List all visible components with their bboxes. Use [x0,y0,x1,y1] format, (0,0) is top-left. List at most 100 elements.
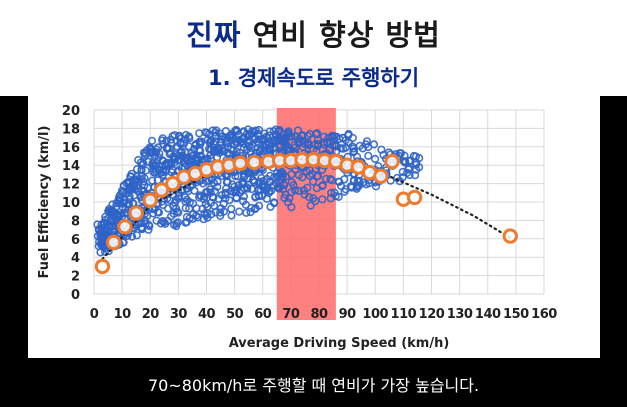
raw-point-684 [247,143,256,153]
raw-point-412 [185,134,194,143]
raw-point-444 [196,146,205,155]
raw-point-607 [228,146,238,155]
raw-point-668 [243,174,252,183]
raw-point-861 [293,126,303,135]
x-tick-label-10: 100 [362,307,388,322]
raw-point-399 [181,193,190,202]
raw-point-269 [154,208,164,217]
x-tick-label-11: 110 [391,307,417,322]
raw-point-812 [278,173,287,182]
raw-point-767 [265,144,274,153]
raw-point-823 [280,180,289,190]
raw-point-175 [132,182,141,191]
raw-point-121 [120,195,129,205]
title-rest: 연비 향상 방법 [252,18,441,52]
raw-point-41 [101,215,110,225]
avg-point-6 [165,175,181,192]
x-axis-label: Average Driving Speed (km/h) [229,336,450,351]
y-tick-label-5: 10 [62,196,80,211]
page-subtitle: 1. 경제속도로 주행하기 [207,66,420,90]
raw-point-568 [225,196,234,205]
x-tick-label-14: 140 [475,307,501,322]
raw-point-989 [349,175,359,185]
raw-point-351 [172,222,181,231]
raw-point-900 [311,196,320,206]
raw-point-95 [112,211,122,220]
raw-point-138 [124,200,133,209]
raw-point-871 [294,171,304,180]
raw-point-913 [318,195,327,204]
raw-point-345 [172,204,181,213]
raw-point-582 [227,204,236,213]
raw-point-882 [303,183,312,192]
raw-point-450 [198,179,208,188]
raw-point-478 [199,195,208,204]
raw-point-701 [251,126,260,135]
fuel-efficiency-chart: 0 2 4 6 8 10 12 14 16 18 20 0 10 20 30 40 50 60 70 80 90 100… [37,104,558,351]
raw-point-966 [340,187,349,196]
raw-point-510 [206,188,215,197]
raw-point-682 [250,178,259,187]
avg-point-27 [406,189,423,206]
x-tick-label-6: 60 [254,307,272,322]
y-axis-label: Fuel Efficiency (km/l) [37,126,52,279]
raw-point-190 [137,160,146,170]
y-tick-label-10: 20 [62,104,80,119]
raw-point-938 [328,141,337,150]
x-tick-label-5: 50 [226,307,244,322]
raw-point-650 [239,127,248,136]
raw-point-870 [298,131,307,141]
raw-point-316 [162,144,171,153]
raw-point-918 [318,180,327,190]
y-tick-label-7: 14 [62,159,80,174]
raw-point-850 [289,180,298,190]
title-accent: 진짜 [186,18,242,52]
raw-point-976 [348,133,357,143]
raw-point-319 [163,216,172,225]
raw-point-847 [287,203,296,212]
raw-point-893 [306,201,315,210]
raw-point-1063 [411,160,421,170]
raw-point-486 [207,210,216,219]
x-tick-label-13: 130 [447,307,473,322]
raw-point-575 [221,137,230,147]
raw-point-859 [290,132,300,141]
x-tick-label-2: 20 [142,307,160,322]
raw-point-1054 [405,170,414,180]
y-tick-label-2: 4 [71,251,80,266]
raw-point-352 [174,208,183,217]
avg-point-24 [373,168,389,184]
raw-point-1059 [411,171,420,180]
raw-point-458 [195,138,204,147]
x-tick-label-12: 120 [419,307,445,322]
raw-point-654 [239,143,248,152]
raw-point-229 [147,136,157,145]
x-tick-label-4: 40 [198,307,216,322]
letterbox-right [600,96,627,358]
raw-point-217 [144,225,153,234]
raw-point-646 [242,208,251,217]
raw-point-524 [213,177,222,186]
y-tick-label-3: 6 [71,233,80,248]
raw-point-845 [286,132,295,141]
raw-point-542 [216,208,225,217]
avg-point-13 [246,154,263,171]
raw-point-919 [319,132,329,141]
raw-point-1046 [398,173,407,182]
raw-point-557 [219,207,228,216]
raw-point-949 [334,192,343,201]
raw-point-164 [132,231,141,240]
y-axis-ticks: 0 2 4 6 8 10 12 14 16 18 20 [62,104,80,303]
raw-point-709 [254,201,264,210]
raw-point-111 [116,210,125,219]
raw-point-1012 [369,140,379,149]
y-tick-label-6: 12 [62,178,80,193]
raw-point-869 [294,186,303,195]
x-tick-label-3: 30 [170,307,188,322]
raw-point-781 [270,198,279,208]
avg-point-12 [232,155,248,172]
x-tick-label-8: 80 [310,307,328,322]
raw-point-380 [177,147,186,157]
raw-point-894 [309,177,318,186]
x-tick-label-16: 160 [531,307,557,322]
